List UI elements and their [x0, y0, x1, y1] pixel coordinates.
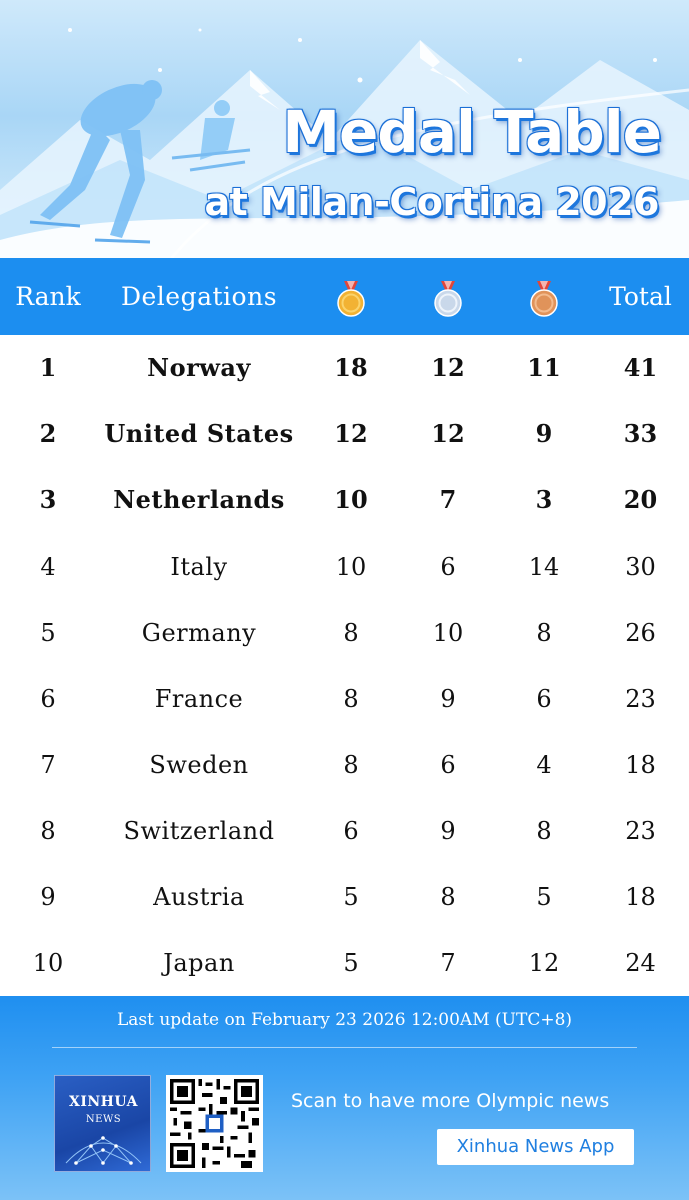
winter-sports-illustration [0, 28, 689, 258]
table-row: 9 Austria 5 8 5 18 [0, 864, 689, 930]
qr-code[interactable] [166, 1075, 263, 1172]
rank-cell: 9 [40, 883, 56, 911]
banner: Medal Table at Milan-Cortina 2026 [0, 0, 689, 258]
table-row: 8 Switzerland 6 9 8 23 [0, 798, 689, 864]
silver-cell: 10 [432, 619, 464, 647]
total-cell: 23 [625, 685, 656, 713]
total-cell: 24 [625, 949, 656, 977]
column-header-total: Total [609, 282, 672, 311]
total-cell: 23 [625, 817, 656, 845]
qr-code-icon [170, 1079, 259, 1168]
delegation-cell: Austria [153, 883, 245, 911]
bronze-cell: 3 [535, 485, 553, 514]
column-header-delegations: Delegations [120, 282, 278, 311]
silver-cell: 12 [431, 419, 465, 448]
delegation-cell: Japan [163, 949, 235, 977]
silver-cell: 12 [431, 353, 465, 382]
gold-cell: 10 [335, 553, 367, 581]
bronze-cell: 14 [528, 553, 560, 581]
bronze-cell: 8 [536, 619, 552, 647]
logo-top-text: XINHUA [68, 1094, 139, 1110]
table-row: 5 Germany 8 10 8 26 [0, 600, 689, 666]
table-row: 1 Norway 18 12 11 41 [0, 335, 689, 401]
bronze-cell: 12 [528, 949, 560, 977]
silver-cell: 9 [440, 685, 456, 713]
total-cell: 41 [623, 353, 658, 382]
gold-cell: 10 [334, 485, 368, 514]
delegation-cell: Italy [170, 553, 228, 581]
bronze-cell: 11 [527, 353, 561, 382]
table-row: 4 Italy 10 6 14 30 [0, 534, 689, 600]
silver-cell: 7 [439, 485, 457, 514]
rank-cell: 4 [40, 553, 56, 581]
rank-cell: 2 [39, 419, 57, 448]
bronze-cell: 4 [536, 751, 552, 779]
silver-cell: 6 [440, 751, 456, 779]
table-row: 2 United States 12 12 9 33 [0, 401, 689, 467]
gold-medal-icon [332, 279, 370, 317]
bronze-cell: 5 [536, 883, 552, 911]
gold-cell: 8 [343, 619, 359, 647]
network-globe-icon [65, 1136, 142, 1165]
delegation-cell: France [154, 685, 244, 713]
delegation-cell: Netherlands [113, 485, 285, 514]
silver-cell: 6 [440, 553, 456, 581]
rank-cell: 7 [40, 751, 56, 779]
delegation-cell: Norway [147, 353, 251, 382]
gold-cell: 6 [343, 817, 359, 845]
table-row: 6 France 8 9 6 23 [0, 666, 689, 732]
delegation-cell: Germany [141, 619, 257, 647]
table-row: 10 Japan 5 7 12 24 [0, 930, 689, 996]
silver-medal-icon [429, 279, 467, 317]
total-cell: 20 [623, 485, 658, 514]
rank-cell: 10 [32, 949, 64, 977]
delegation-cell: Switzerland [123, 817, 275, 845]
last-update-text: Last update on February 23 2026 12:00AM … [116, 1010, 573, 1030]
total-cell: 30 [625, 553, 656, 581]
bronze-medal-icon [525, 279, 563, 317]
table-header: Rank Delegations Total [0, 258, 689, 335]
silver-cell: 8 [440, 883, 456, 911]
gold-cell: 18 [334, 353, 368, 382]
gold-cell: 8 [343, 685, 359, 713]
page-title: Medal Table [282, 98, 662, 166]
gold-cell: 5 [343, 883, 359, 911]
gold-cell: 8 [343, 751, 359, 779]
column-header-rank: Rank [15, 282, 81, 311]
rank-cell: 3 [39, 485, 57, 514]
medal-table: 1 Norway 18 12 11 41 2 United States 12 … [0, 335, 689, 996]
rank-cell: 8 [40, 817, 56, 845]
gold-cell: 5 [343, 949, 359, 977]
bronze-cell: 6 [536, 685, 552, 713]
rank-cell: 5 [40, 619, 56, 647]
logo-bottom-text: NEWS [85, 1114, 122, 1125]
bronze-cell: 9 [535, 419, 553, 448]
total-cell: 26 [625, 619, 656, 647]
rank-cell: 1 [39, 353, 57, 382]
delegation-cell: United States [104, 419, 294, 448]
footer-divider [52, 1047, 637, 1048]
footer: Last update on February 23 2026 12:00AM … [0, 996, 689, 1200]
rank-cell: 6 [40, 685, 56, 713]
silver-cell: 7 [440, 949, 456, 977]
xinhua-news-logo: XINHUA NEWS [54, 1075, 151, 1172]
total-cell: 18 [625, 751, 656, 779]
gold-cell: 12 [334, 419, 368, 448]
total-cell: 18 [625, 883, 656, 911]
xinhua-news-app-button[interactable]: Xinhua News App [437, 1129, 634, 1165]
bronze-cell: 8 [536, 817, 552, 845]
table-row: 3 Netherlands 10 7 3 20 [0, 467, 689, 533]
table-row: 7 Sweden 8 6 4 18 [0, 732, 689, 798]
delegation-cell: Sweden [149, 751, 249, 779]
total-cell: 33 [623, 419, 658, 448]
silver-cell: 9 [440, 817, 456, 845]
page-subtitle: at Milan-Cortina 2026 [204, 180, 660, 224]
scan-prompt-text: Scan to have more Olympic news [291, 1090, 610, 1112]
